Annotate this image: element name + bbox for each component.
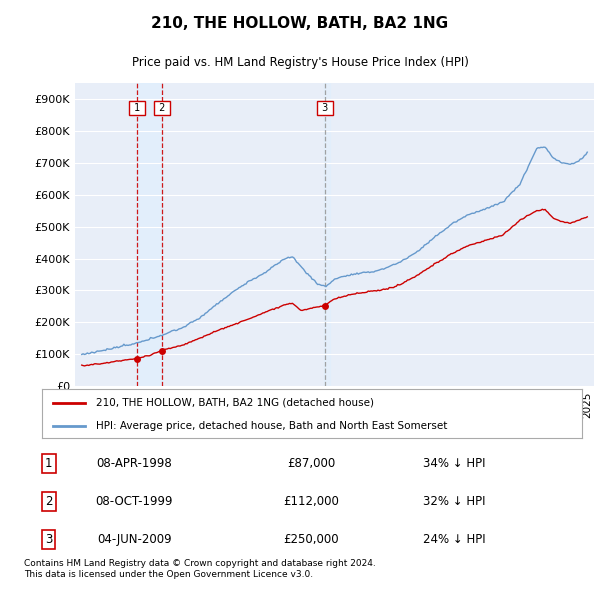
Text: 1: 1 [45, 457, 53, 470]
Text: 32% ↓ HPI: 32% ↓ HPI [424, 494, 486, 507]
Text: £112,000: £112,000 [283, 494, 339, 507]
Text: 1: 1 [131, 103, 143, 113]
Text: 2: 2 [156, 103, 169, 113]
Text: HPI: Average price, detached house, Bath and North East Somerset: HPI: Average price, detached house, Bath… [96, 421, 448, 431]
Text: 2: 2 [45, 494, 53, 507]
Text: Contains HM Land Registry data © Crown copyright and database right 2024.
This d: Contains HM Land Registry data © Crown c… [24, 559, 376, 579]
Text: £250,000: £250,000 [283, 533, 339, 546]
Text: 3: 3 [319, 103, 331, 113]
Text: £87,000: £87,000 [287, 457, 335, 470]
Text: 24% ↓ HPI: 24% ↓ HPI [423, 533, 486, 546]
Text: 210, THE HOLLOW, BATH, BA2 1NG (detached house): 210, THE HOLLOW, BATH, BA2 1NG (detached… [96, 398, 374, 408]
Text: 04-JUN-2009: 04-JUN-2009 [97, 533, 172, 546]
Bar [137, 83, 162, 386]
Text: 34% ↓ HPI: 34% ↓ HPI [424, 457, 486, 470]
Bar [324, 83, 330, 386]
Text: 08-APR-1998: 08-APR-1998 [97, 457, 172, 470]
Text: Price paid vs. HM Land Registry's House Price Index (HPI): Price paid vs. HM Land Registry's House … [131, 56, 469, 69]
Text: 3: 3 [45, 533, 53, 546]
Text: 08-OCT-1999: 08-OCT-1999 [95, 494, 173, 507]
Text: 210, THE HOLLOW, BATH, BA2 1NG: 210, THE HOLLOW, BATH, BA2 1NG [151, 16, 449, 31]
